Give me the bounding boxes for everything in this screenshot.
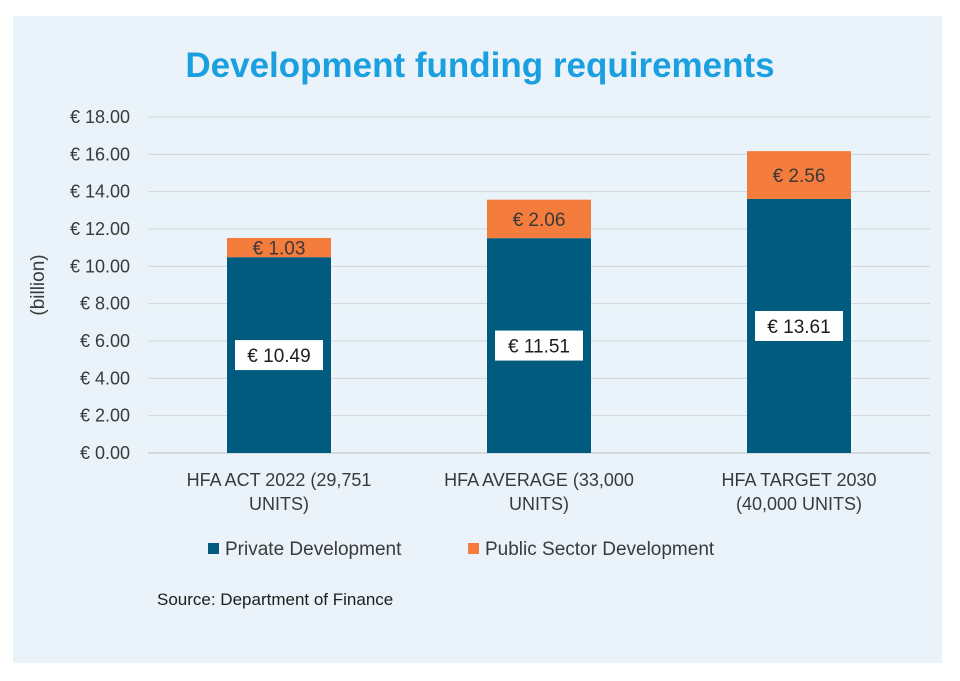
legend-label: Private Development <box>225 539 402 560</box>
legend-swatch-private <box>208 543 219 554</box>
data-label-box <box>495 330 583 361</box>
y-axis-label: (billion) <box>28 254 49 315</box>
data-label: € 1.03 <box>253 239 306 260</box>
y-tick-label: € 4.00 <box>80 368 130 388</box>
y-tick-label: € 12.00 <box>70 219 130 239</box>
source-note: Source: Department of Finance <box>157 590 394 609</box>
x-tick-label: HFA AVERAGE (33,000 <box>444 470 634 490</box>
x-tick-label: (40,000 UNITS) <box>736 494 862 514</box>
legend-label: Public Sector Development <box>485 539 715 560</box>
y-tick-label: € 0.00 <box>80 443 130 463</box>
data-label: € 13.61 <box>767 317 830 338</box>
bar-public-sector-development <box>487 199 591 239</box>
y-tick-label: € 16.00 <box>70 144 130 164</box>
bar-public-sector-development <box>747 151 851 199</box>
x-tick-label: UNITS) <box>249 494 309 514</box>
x-tick-label: HFA TARGET 2030 <box>721 470 876 490</box>
y-tick-label: € 10.00 <box>70 256 130 276</box>
data-label-box <box>235 340 323 371</box>
y-tick-label: € 2.00 <box>80 406 130 426</box>
data-label: € 2.06 <box>513 210 566 231</box>
data-label-box <box>755 310 843 341</box>
data-label: € 10.49 <box>247 346 310 367</box>
bar-public-sector-development <box>227 237 331 258</box>
x-tick-label: UNITS) <box>509 494 569 514</box>
chart-title: Development funding requirements <box>185 46 775 85</box>
y-tick-label: € 18.00 <box>70 107 130 127</box>
legend-swatch-public <box>468 543 479 554</box>
y-tick-label: € 6.00 <box>80 331 130 351</box>
data-label: € 11.51 <box>508 337 570 358</box>
x-tick-label: HFA ACT 2022 (29,751 <box>187 470 372 490</box>
y-tick-label: € 8.00 <box>80 294 130 314</box>
data-label: € 2.56 <box>773 166 826 187</box>
y-tick-label: € 14.00 <box>70 182 130 202</box>
